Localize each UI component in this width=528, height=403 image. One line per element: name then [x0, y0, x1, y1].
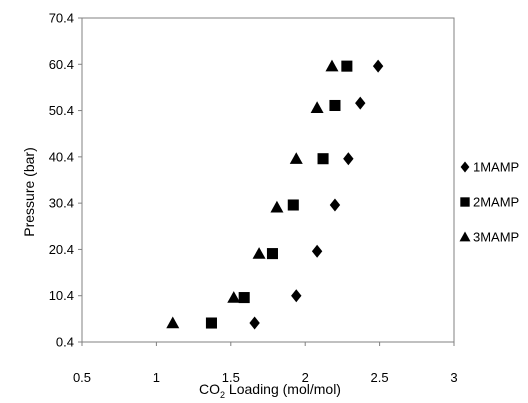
data-point	[325, 59, 339, 72]
data-point	[291, 289, 302, 303]
data-point	[205, 317, 217, 329]
y-tick-label: 50.4	[49, 103, 74, 118]
x-tick-label: 1.5	[222, 370, 240, 385]
x-axis-label-prefix: CO	[199, 381, 220, 397]
data-point	[355, 96, 366, 110]
y-tick-label: 70.4	[49, 11, 74, 26]
x-tick-label: 1	[153, 370, 160, 385]
plot-area	[81, 17, 455, 343]
x-tick-label: 2.5	[371, 370, 389, 385]
series-2mamp	[205, 60, 353, 329]
y-tick-label: 30.4	[49, 196, 74, 211]
x-axis-label-suffix: Loading (mol/mol)	[225, 381, 341, 397]
data-point	[252, 247, 266, 259]
x-axis-label-subscript: 2	[220, 390, 225, 400]
x-tick-label: 2	[302, 370, 309, 385]
series-1mamp	[249, 59, 384, 330]
legend-label: 1MAMP	[473, 160, 519, 175]
x-tick-label: 3	[450, 370, 457, 385]
y-axis-label: Pressure (bar)	[21, 147, 37, 236]
data-point	[317, 153, 329, 165]
x-axis-label: CO2 Loading (mol/mol)	[199, 381, 341, 400]
y-tick-label: 0.4	[56, 335, 74, 350]
data-point	[329, 198, 341, 212]
data-point	[341, 60, 353, 72]
data-point	[372, 59, 384, 73]
legend-entry-1mamp: 1MAMP	[460, 160, 519, 175]
y-tick-label: 10.4	[49, 288, 74, 303]
x-axis: 0.5 1 1.5 2 2.5 3	[73, 342, 458, 385]
plot-frame	[81, 17, 455, 343]
triangle-icon	[459, 231, 471, 242]
series-3mamp	[166, 59, 339, 329]
legend: 1MAMP 2MAMP 3MAMP	[459, 160, 519, 245]
data-point	[238, 292, 250, 304]
legend-entry-2mamp: 2MAMP	[460, 195, 519, 210]
data-point	[166, 316, 180, 329]
data-point	[287, 199, 299, 211]
y-tick-label: 20.4	[49, 242, 74, 257]
x-tick-label: 0.5	[73, 370, 91, 385]
legend-label: 2MAMP	[473, 195, 519, 210]
data-point	[310, 101, 324, 113]
diamond-icon	[460, 161, 470, 173]
data-point	[343, 152, 354, 166]
y-tick-label: 60.4	[49, 57, 74, 72]
data-point	[329, 99, 341, 112]
legend-entry-3mamp: 3MAMP	[459, 230, 519, 245]
y-tick-label: 40.4	[49, 149, 74, 164]
data-point	[227, 291, 241, 303]
data-points	[166, 59, 384, 330]
data-point	[270, 200, 284, 213]
data-point	[249, 316, 260, 330]
data-point	[289, 152, 303, 164]
data-point	[311, 244, 323, 258]
legend-label: 3MAMP	[473, 230, 519, 245]
data-point	[266, 248, 278, 260]
square-icon	[460, 197, 470, 207]
y-axis: 0.4 10.4 20.4 30.4 40.4 50.4 60.4 70.4	[49, 11, 82, 350]
